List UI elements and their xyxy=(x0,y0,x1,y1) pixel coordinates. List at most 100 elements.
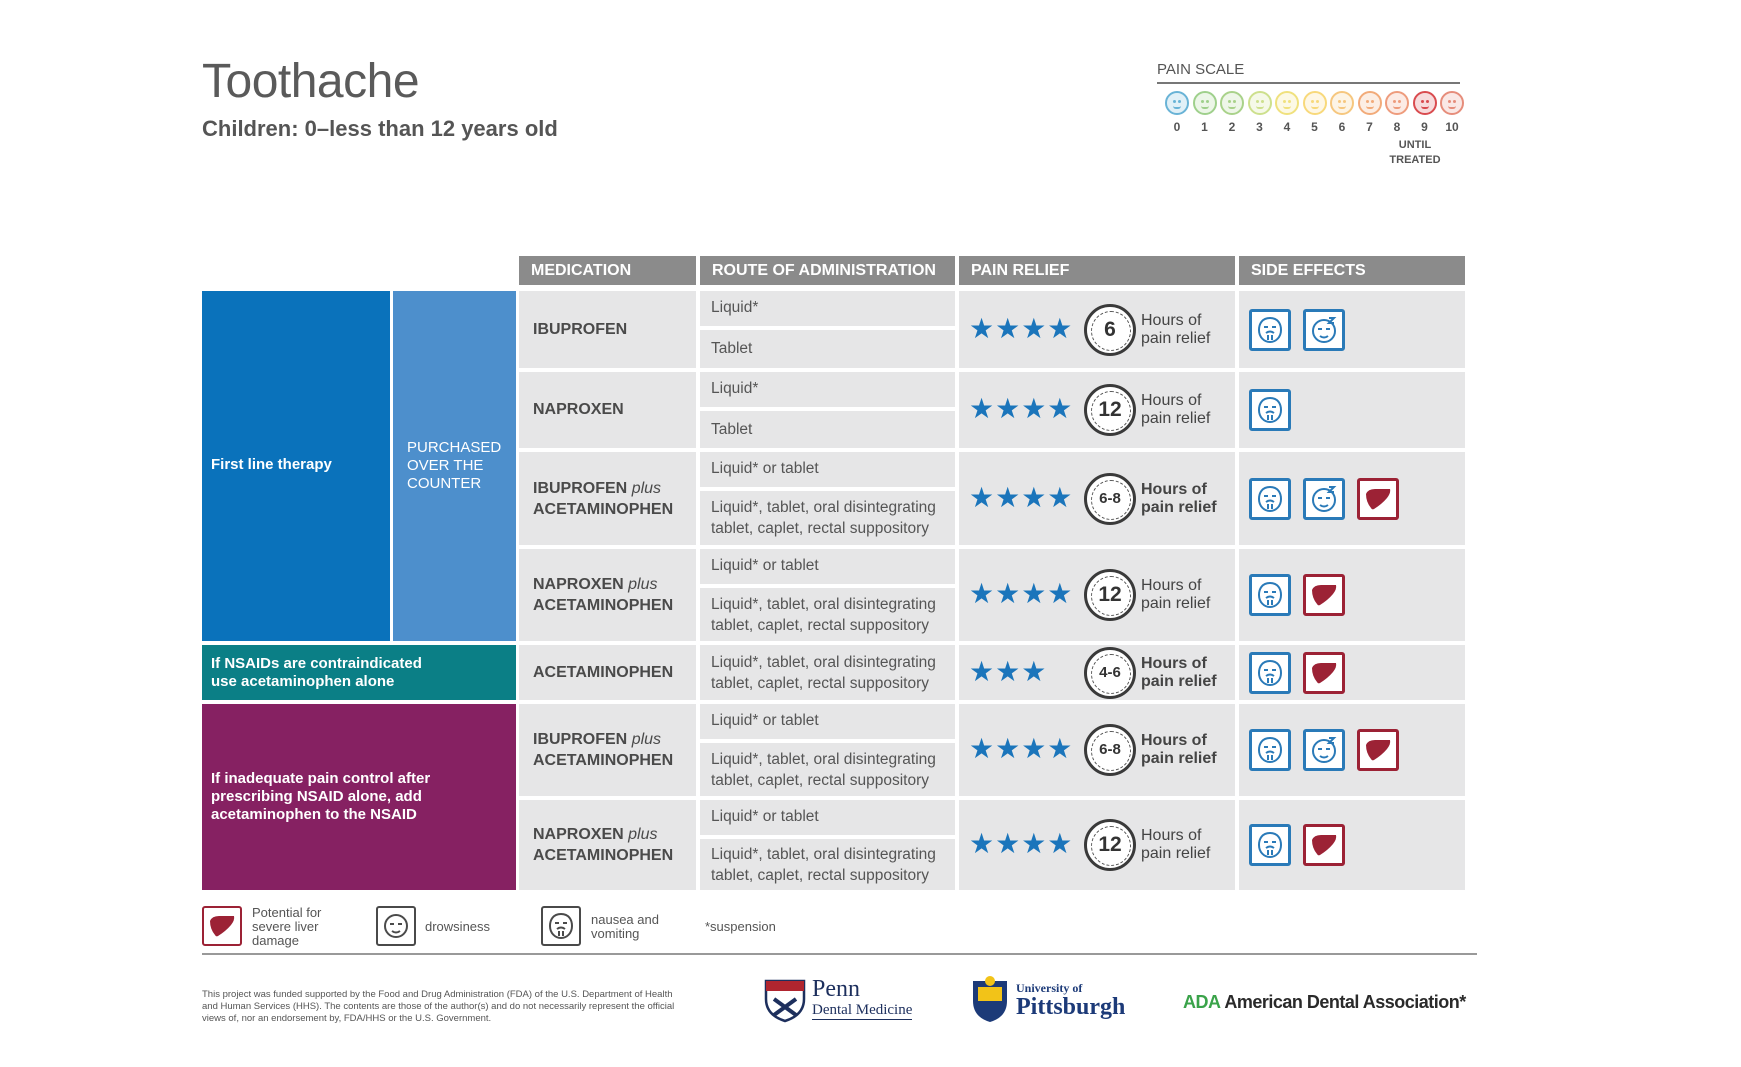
pain-face-mouth xyxy=(1393,106,1401,109)
otc-label-2: OVER THE xyxy=(407,457,484,474)
pain-scale-number: 5 xyxy=(1311,120,1318,134)
header-side-effects: SIDE EFFECTS xyxy=(1239,256,1465,285)
inadequate-label-2: prescribing NSAID alone, add xyxy=(211,788,422,805)
medication-cell: NAPROXEN plus ACETAMINOPHEN xyxy=(519,800,696,890)
side-effects-cell xyxy=(1239,645,1465,700)
hours-value: 6-8 xyxy=(1099,741,1121,758)
route-text: tablet, caplet, rectal suppository xyxy=(711,866,929,884)
route-text: Liquid* or tablet xyxy=(711,557,819,574)
group-first-line-label: First line therapy xyxy=(211,456,332,473)
pain-scale-number: 1 xyxy=(1201,120,1208,134)
medication-secondary: ACETAMINOPHEN xyxy=(533,752,674,769)
drowsiness-icon xyxy=(1303,477,1345,520)
pain-relief-cell: ★★★★ 6-8 Hours of pain relief xyxy=(959,452,1235,545)
route-text: tablet, caplet, rectal suppository xyxy=(711,674,929,692)
medication-plus: plus xyxy=(631,731,662,748)
hours-label-line-2: pain relief xyxy=(1141,672,1217,690)
pain-relief-cell: ★★★★ 6-8 Hours of pain relief xyxy=(959,704,1235,796)
pain-face-mouth xyxy=(1255,106,1264,109)
legend-liver-icon xyxy=(202,906,242,946)
pain-relief-cell: ★★★★ 12 Hours of pain relief xyxy=(959,372,1235,448)
pitt-logo: University of Pittsburgh xyxy=(970,975,1125,1025)
header-pain-relief: PAIN RELIEF xyxy=(959,256,1235,285)
hours-label-line-1: Hours of xyxy=(1141,480,1207,498)
route-cell: Liquid* xyxy=(700,372,955,407)
pain-face-mouth xyxy=(1448,106,1456,109)
nausea-icon xyxy=(1249,651,1291,694)
medication-primary: IBUPROFEN xyxy=(533,320,628,338)
side-effects-cell xyxy=(1239,291,1465,368)
clock-icon: 12 xyxy=(1084,569,1136,621)
pitt-wordmark: Pittsburgh xyxy=(1016,994,1126,1020)
liver-icon xyxy=(1357,729,1399,771)
pain-scale-number: 0 xyxy=(1173,120,1181,134)
hours-label: Hours of pain relief xyxy=(1141,577,1210,613)
hours-value: 12 xyxy=(1098,398,1122,421)
legend-liver-line-2: severe liver xyxy=(252,919,319,934)
medication-line-1: NAPROXEN plus xyxy=(533,824,673,845)
route-text: tablet, caplet, rectal suppository xyxy=(711,771,929,789)
side-effects-cell xyxy=(1239,372,1465,448)
group-first-line: First line therapy xyxy=(202,291,390,641)
legend-liver-line-1: Potential for xyxy=(252,905,322,920)
penn-shield-icon xyxy=(764,979,806,1023)
pain-face-icon xyxy=(1302,91,1327,115)
pain-face-mouth xyxy=(1228,106,1236,109)
star-rating: ★★★★ xyxy=(969,393,1074,424)
nsaid-label-1: If NSAIDs are contraindicated xyxy=(211,655,422,672)
route-text: Liquid* xyxy=(711,380,759,397)
inadequate-label-3: acetaminophen to the NSAID xyxy=(211,806,417,823)
star-rating: ★★★★ xyxy=(969,312,1074,344)
liver-icon xyxy=(1303,574,1345,616)
hours-value: 12 xyxy=(1098,833,1122,856)
route-text: Liquid* or tablet xyxy=(711,712,819,729)
nausea-icon xyxy=(1249,729,1291,771)
pain-face-icon xyxy=(1220,91,1244,115)
ada-name: American Dental Association* xyxy=(1220,992,1466,1012)
route-text: Liquid*, tablet, oral disintegrating xyxy=(711,499,936,516)
clock-icon: 12 xyxy=(1084,384,1136,436)
nausea-icon xyxy=(1249,574,1291,616)
route-text: Liquid* or tablet xyxy=(711,808,819,825)
hours-label-line-1: Hours of xyxy=(1141,577,1202,594)
route-text: Liquid* or tablet xyxy=(711,460,819,477)
hours-label-line-2: pain relief xyxy=(1141,595,1211,612)
medication-cell: NAPROXEN xyxy=(519,372,696,448)
pain-relief-cell: ★★★★ 6 Hours of pain relief xyxy=(959,291,1235,368)
medication-name: IBUPROFEN xyxy=(533,319,627,340)
liver-icon xyxy=(1357,477,1399,520)
pain-face-mouth xyxy=(1173,106,1181,109)
pain-face-icon xyxy=(1165,91,1189,115)
pain-scale-number: 9 xyxy=(1421,120,1428,134)
hours-label-line-2: pain relief xyxy=(1141,410,1211,427)
pain-relief-cell: ★★★★ 12 Hours of pain relief xyxy=(959,549,1235,641)
pain-face-icon xyxy=(1357,91,1382,115)
pain-scale-number: 2 xyxy=(1228,120,1236,134)
legend-nausea-line-2: vomiting xyxy=(591,926,640,941)
medication-primary: IBUPROFEN xyxy=(533,479,628,497)
medication-plus: plus xyxy=(628,826,658,843)
pain-scale-number: 6 xyxy=(1338,120,1346,134)
route-cell: Liquid*, tablet, oral disintegrating tabl… xyxy=(700,645,955,700)
route-cell: Liquid* or tablet xyxy=(700,704,955,739)
clock-icon: 4-6 xyxy=(1084,646,1136,699)
hours-label-line-2: pain relief xyxy=(1141,498,1217,516)
pain-face-mouth xyxy=(1310,106,1319,109)
medication-cell: IBUPROFEN plus ACETAMINOPHEN xyxy=(519,704,696,796)
legend-nausea-line-1: nausea and xyxy=(591,912,659,927)
until-label: UNTIL xyxy=(1398,139,1432,151)
hours-label: Hours of pain relief xyxy=(1141,312,1210,348)
treated-label: TREATED xyxy=(1389,154,1441,166)
medication-cell: IBUPROFEN xyxy=(519,291,696,368)
pain-scale-number: 7 xyxy=(1366,120,1373,134)
clock-icon: 6-8 xyxy=(1084,724,1136,776)
hours-label-line-2: pain relief xyxy=(1141,750,1217,767)
route-cell: Liquid*, tablet, oral disintegrating tabl… xyxy=(700,491,955,545)
medication-cell: IBUPROFEN plus ACETAMINOPHEN xyxy=(519,452,696,545)
medication-name: IBUPROFEN plus ACETAMINOPHEN xyxy=(533,729,673,771)
route-cell: Liquid*, tablet, oral disintegrating tabl… xyxy=(700,588,955,641)
route-text: Liquid* xyxy=(711,299,759,316)
pain-face-mouth xyxy=(1338,106,1346,109)
side-effects-cell xyxy=(1239,800,1465,890)
group-nsaid-contraindicated: If NSAIDs are contraindicated use acetam… xyxy=(202,645,516,700)
